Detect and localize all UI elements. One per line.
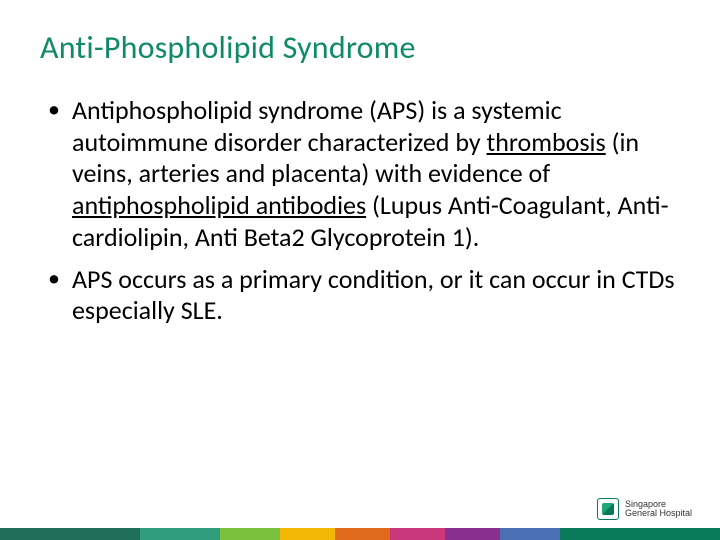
stripe-segment <box>445 528 500 540</box>
stripe-segment <box>390 528 445 540</box>
logo-text: Singapore General Hospital <box>625 500 692 519</box>
stripe-segment <box>500 528 560 540</box>
stripe-segment <box>140 528 220 540</box>
underlined-text: antiphospholipid antibodies <box>72 189 366 221</box>
bullet-list: Antiphospholipid syndrome (APS) is a sys… <box>46 95 680 327</box>
stripe-segment <box>335 528 390 540</box>
logo-line2: General Hospital <box>625 509 692 518</box>
stripe-segment <box>220 528 280 540</box>
logo-mark-icon <box>597 498 619 520</box>
bullet-item: APS occurs as a primary condition, or it… <box>46 264 680 327</box>
plain-text: APS occurs as a primary condition, or it… <box>72 263 675 327</box>
underlined-text: thrombosis <box>487 126 606 158</box>
stripe-segment <box>0 528 140 540</box>
stripe-segment <box>280 528 335 540</box>
slide-title: Anti-Phospholipid Syndrome <box>40 28 680 67</box>
body-area: Antiphospholipid syndrome (APS) is a sys… <box>40 95 680 327</box>
stripe-segment <box>560 528 720 540</box>
footer-stripe <box>0 528 720 540</box>
footer-logo: Singapore General Hospital <box>597 498 692 520</box>
slide: Anti-Phospholipid Syndrome Antiphospholi… <box>0 0 720 540</box>
bullet-item: Antiphospholipid syndrome (APS) is a sys… <box>46 95 680 254</box>
